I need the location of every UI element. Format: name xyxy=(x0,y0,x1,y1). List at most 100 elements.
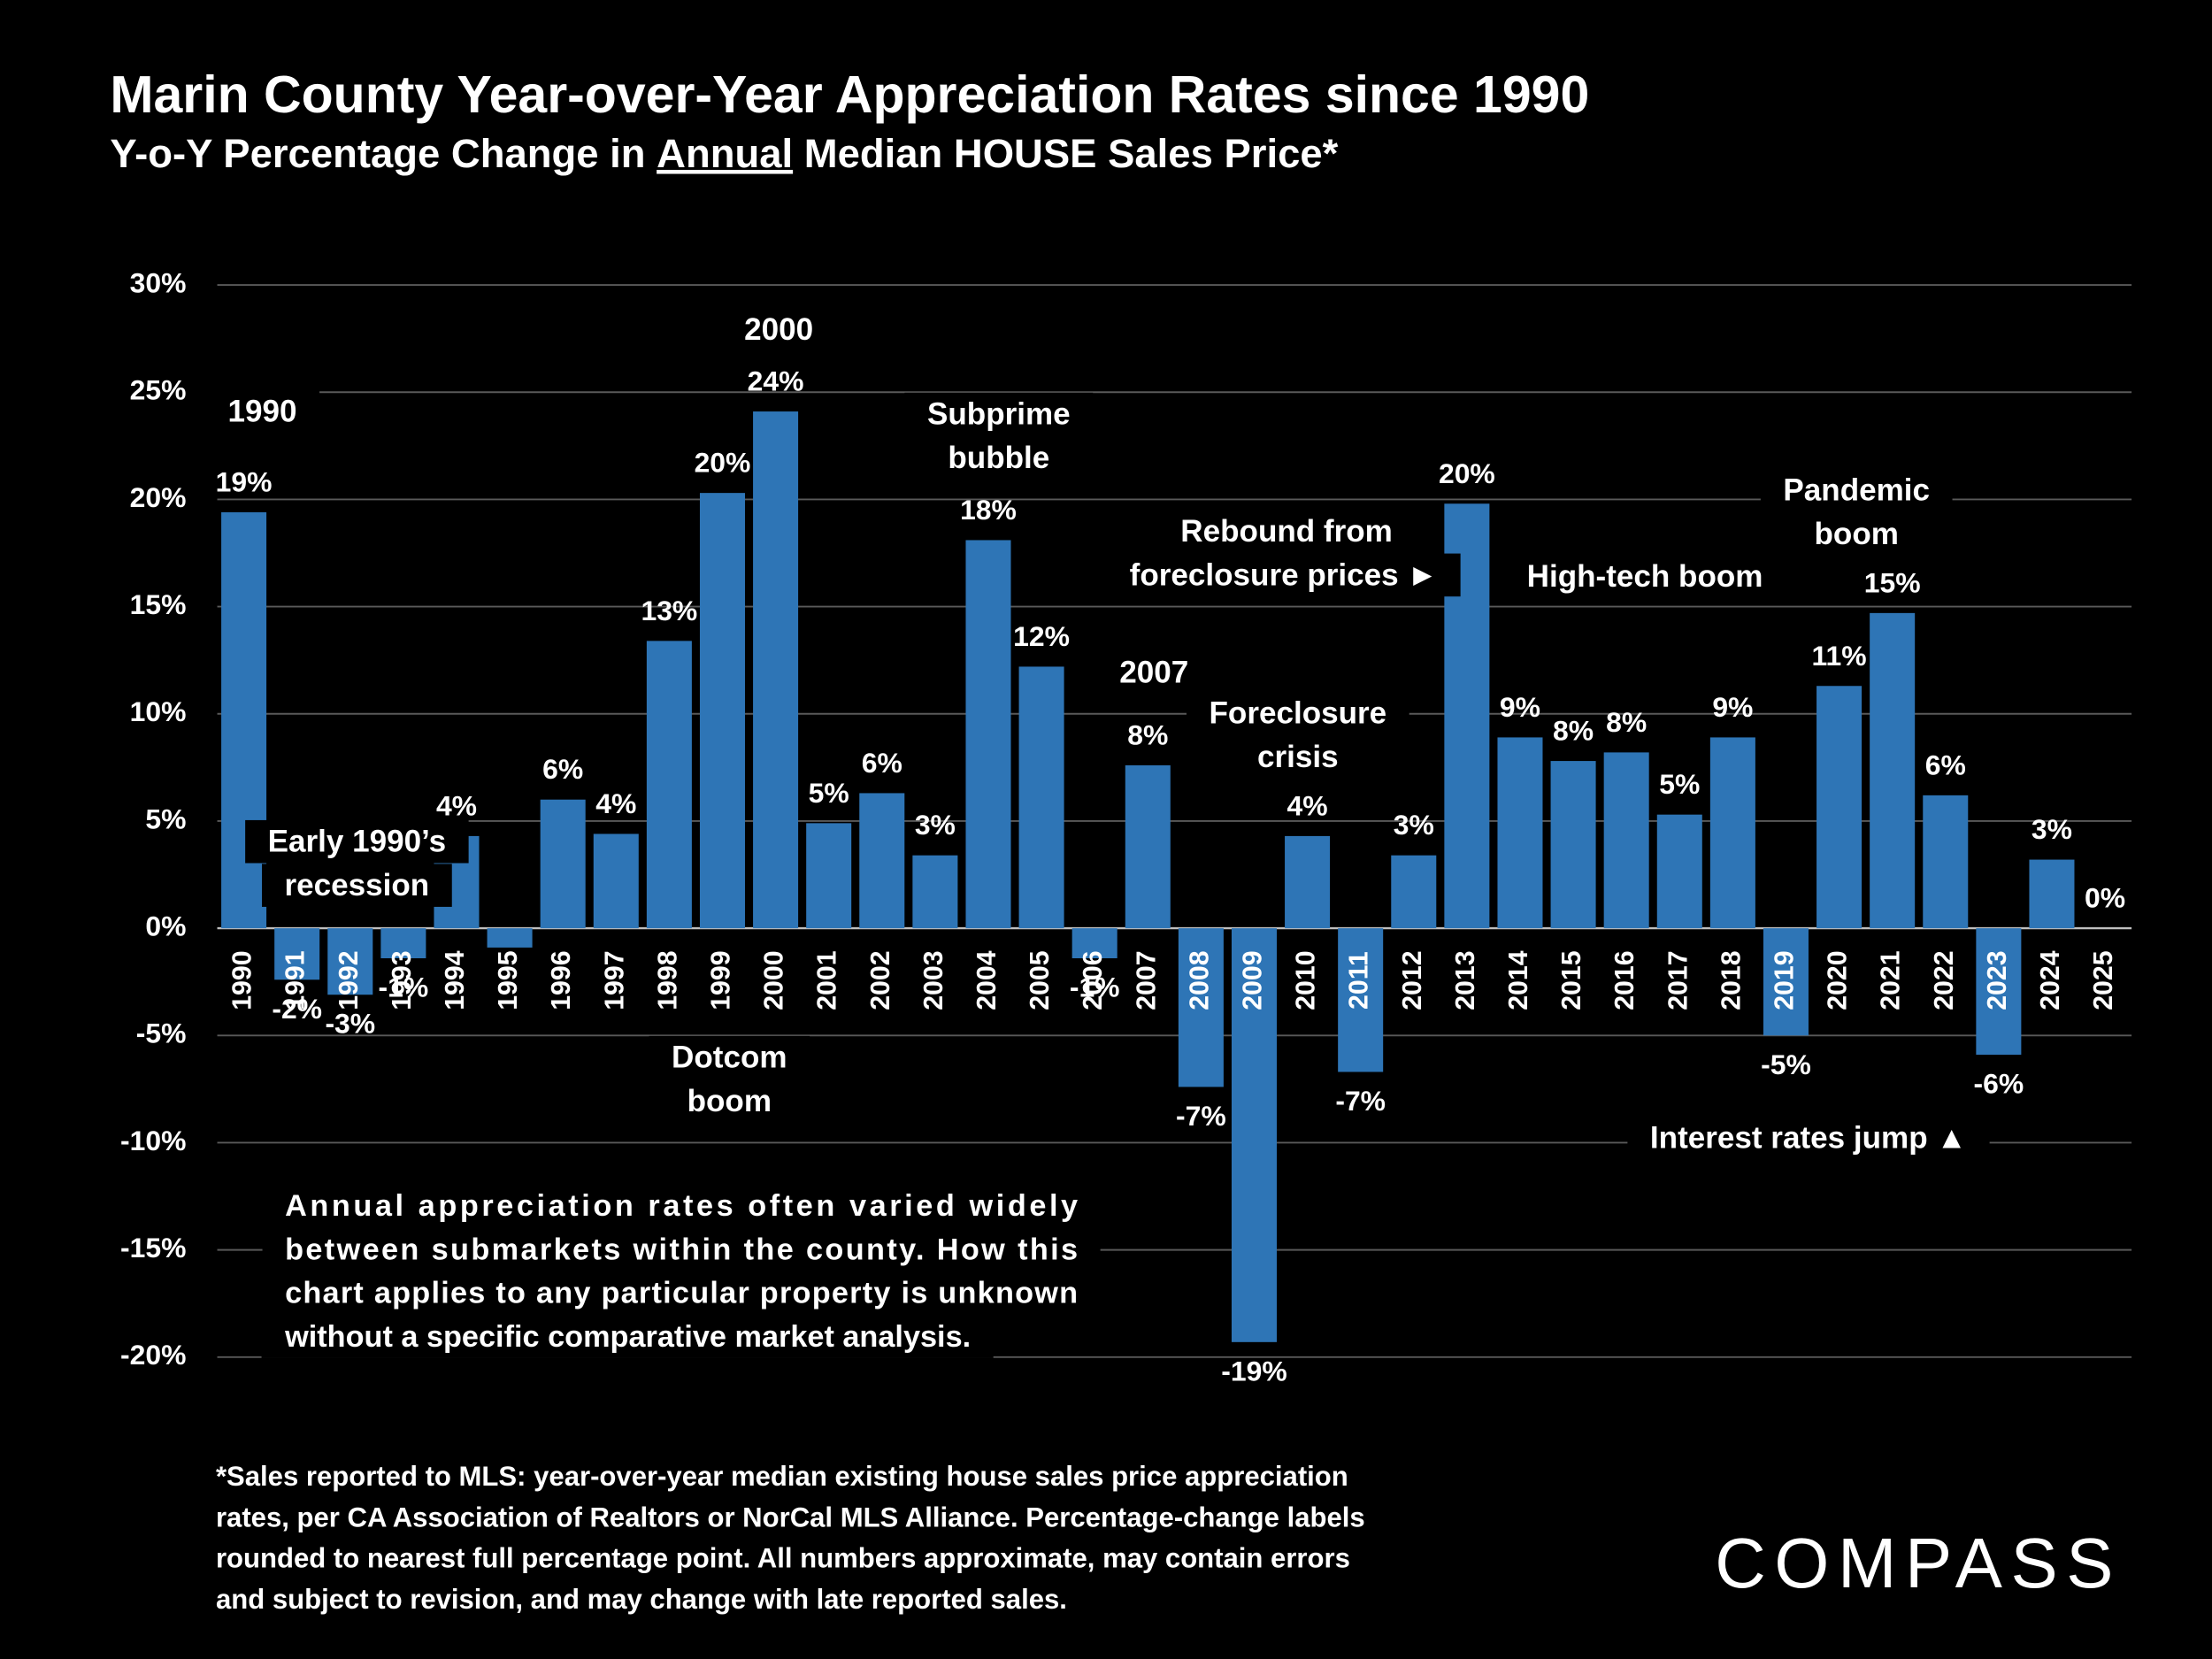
x-tick-label: 2011 xyxy=(1345,951,1374,1010)
y-tick-label: 5% xyxy=(145,803,186,834)
bar xyxy=(274,928,320,980)
x-tick-label: 2013 xyxy=(1451,950,1480,1010)
label-backdrop xyxy=(1627,1116,1990,1160)
label-backdrop xyxy=(262,1228,1101,1271)
y-tick-label: -20% xyxy=(120,1339,186,1371)
data-label: 3% xyxy=(915,809,956,841)
data-label: 15% xyxy=(1864,566,1921,598)
bar xyxy=(1923,795,1969,929)
bar xyxy=(753,411,799,929)
x-tick-label: 2006 xyxy=(1079,950,1108,1010)
bar xyxy=(1338,928,1384,1072)
data-label: 19% xyxy=(216,465,273,497)
y-tick-label: 0% xyxy=(145,910,186,942)
annotation: 2007 xyxy=(1119,655,1188,689)
data-label: 6% xyxy=(1925,749,1966,780)
y-tick-label: 20% xyxy=(130,481,187,513)
x-tick-label: 2019 xyxy=(1770,950,1799,1010)
bar xyxy=(1231,928,1277,1342)
x-tick-label: 2020 xyxy=(1824,950,1853,1010)
label-backdrop xyxy=(1234,735,1362,779)
bar xyxy=(965,540,1011,929)
x-tick-label: 2025 xyxy=(2089,950,2118,1010)
bar xyxy=(806,823,852,929)
x-tick-label: 1999 xyxy=(706,950,735,1010)
bar xyxy=(1763,928,1809,1036)
annotation: Interest rates jump ▲ xyxy=(1650,1121,1967,1156)
bar xyxy=(1497,737,1543,929)
data-label: 8% xyxy=(1606,706,1647,738)
data-label: 13% xyxy=(641,595,697,626)
x-tick-label: 1998 xyxy=(653,950,682,1010)
x-tick-label: 2003 xyxy=(919,950,949,1010)
data-label: 9% xyxy=(1712,691,1753,723)
data-label: 12% xyxy=(1013,620,1070,652)
footnote: rates, per CA Association of Realtors or… xyxy=(216,1502,1365,1532)
x-tick-label: 1991 xyxy=(281,950,311,1010)
annotation: Early 1990’s xyxy=(268,825,446,859)
annotation: High-tech boom xyxy=(1527,559,1763,594)
label-backdrop xyxy=(205,389,320,434)
x-tick-label: 2009 xyxy=(1238,950,1267,1010)
label-backdrop xyxy=(1107,553,1461,597)
data-label: 4% xyxy=(595,787,636,819)
x-tick-label: 1992 xyxy=(334,950,364,1010)
x-tick-label: 2010 xyxy=(1292,950,1321,1010)
bar xyxy=(1071,928,1118,959)
bar xyxy=(221,511,267,929)
y-tick-label: -10% xyxy=(120,1125,186,1156)
annotation: Subprime xyxy=(927,397,1071,432)
label-backdrop xyxy=(1791,512,1922,556)
bar xyxy=(1656,814,1702,929)
bar xyxy=(1178,928,1224,1087)
note-line: between submarkets within the county. Ho… xyxy=(285,1233,1078,1266)
y-tick-label: 25% xyxy=(130,374,187,406)
footnote: *Sales reported to MLS: year-over-year m… xyxy=(216,1461,1348,1492)
x-tick-label: 2007 xyxy=(1132,950,1161,1010)
label-backdrop xyxy=(721,308,836,351)
bar xyxy=(699,493,745,929)
data-label: -19% xyxy=(1221,1355,1286,1386)
data-label: -1% xyxy=(1070,972,1120,1003)
data-label: 18% xyxy=(960,494,1017,526)
data-label: 8% xyxy=(1553,715,1594,747)
label-backdrop xyxy=(904,392,1094,436)
bar xyxy=(1125,764,1171,929)
x-tick-label: 2022 xyxy=(1930,950,1959,1010)
label-backdrop xyxy=(1504,555,1786,598)
data-label: 20% xyxy=(695,447,751,479)
y-tick-label: 10% xyxy=(130,695,187,727)
label-backdrop xyxy=(262,1271,1101,1315)
brand-logo: COMPASS xyxy=(1715,1524,2122,1602)
annotation: Foreclosure xyxy=(1209,696,1386,731)
annotation: bubble xyxy=(948,441,1049,475)
y-tick-label: 30% xyxy=(130,266,187,298)
x-tick-label: 2001 xyxy=(813,950,842,1010)
annotation: 1990 xyxy=(228,394,297,428)
annotations: 1990 Early 1990’s recession 2000 Dotcom … xyxy=(205,308,1990,1358)
footnote: and subject to revision, and may change … xyxy=(216,1584,1067,1615)
data-label: -5% xyxy=(1761,1048,1811,1080)
bar xyxy=(487,928,533,948)
data-label: -7% xyxy=(1176,1100,1226,1132)
bar xyxy=(1285,835,1331,929)
bar xyxy=(1550,761,1596,929)
data-label: 3% xyxy=(2032,813,2072,845)
subtitle-part: Y-o-Y Percentage Change in xyxy=(110,131,657,176)
bar xyxy=(327,928,373,995)
bar xyxy=(1018,666,1064,929)
x-tick-label: 2017 xyxy=(1663,950,1693,1010)
label-backdrop xyxy=(1096,650,1211,695)
bar xyxy=(1816,686,1863,929)
label-backdrop xyxy=(1186,691,1409,735)
bar xyxy=(1603,752,1649,929)
x-tick-label: 1996 xyxy=(547,950,576,1010)
annotation: Dotcom xyxy=(672,1041,787,1075)
data-label: -6% xyxy=(1974,1068,2024,1100)
bar xyxy=(859,793,905,929)
x-tick-label: 1995 xyxy=(494,950,523,1010)
y-tick-label: 15% xyxy=(130,588,187,620)
data-label: 9% xyxy=(1500,691,1540,723)
data-label: -3% xyxy=(325,1008,375,1040)
